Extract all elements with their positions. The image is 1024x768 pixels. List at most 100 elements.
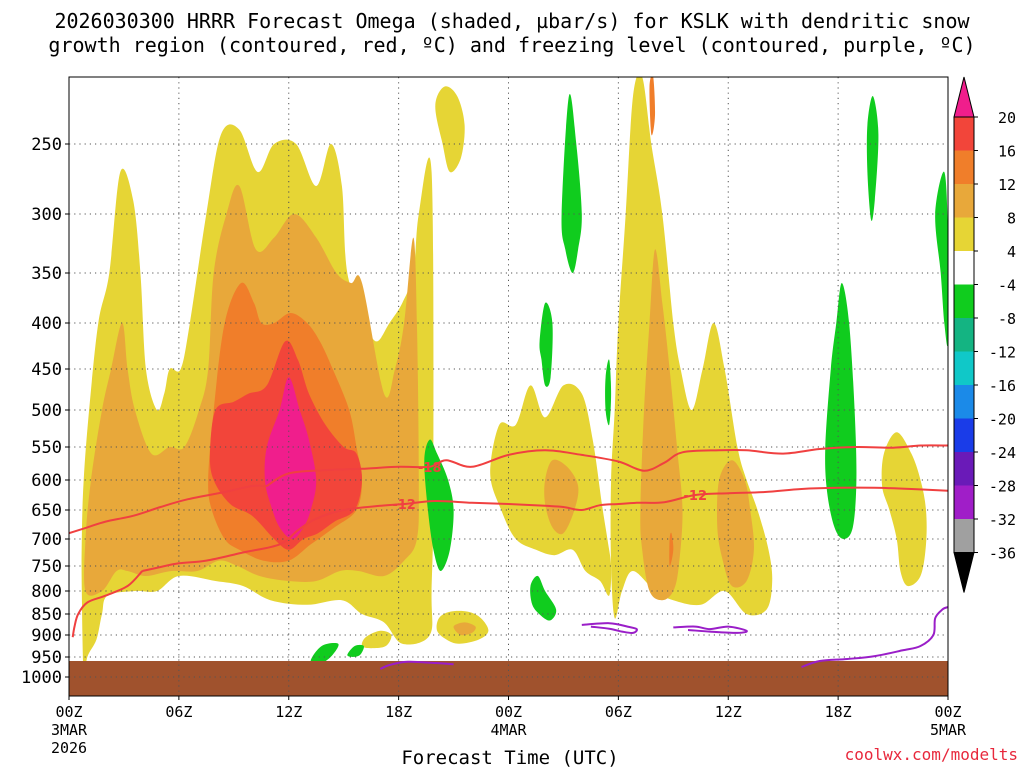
y-tick-label: 450 [31,360,62,380]
colorbar-swatch [954,318,974,352]
dgz-contour-line [69,484,267,535]
omega-region--4 [825,283,857,539]
colorbar-swatch [954,217,974,251]
colorbar-swatch [954,251,974,285]
colorbar-label: 20 [998,109,1016,127]
watermark: coolwx.com/modelts [845,745,1018,764]
colorbar-label: 16 [998,143,1016,161]
freezing-level-line [673,625,748,634]
colorbar-swatch [954,284,974,318]
omega-region--4 [530,575,557,621]
colorbar-label: -16 [989,377,1016,395]
omega-region--4 [424,439,454,571]
omega-region--4 [866,95,879,222]
omega-region-4 [435,86,465,173]
colorbar-swatch [954,485,974,519]
plot-area: -18 -12 -12 [69,77,948,696]
x-tick-date: 3MAR [51,721,88,739]
chart-title-line2: growth region (contoured, red, ºC) and f… [48,33,975,57]
dgz-contour-line [142,486,948,572]
omega-region--4 [539,302,553,387]
x-tick-date: 5MAR [930,721,967,739]
colorbar-swatch [954,117,974,151]
y-tick-label: 250 [31,135,62,155]
x-axis-label: Forecast Time (UTC) [401,747,618,768]
colorbar: 20 16 12 8 4 -4 -8 -12 -16 -20 -24 -28 -32 -36 [953,76,1016,593]
x-tick-date: 4MAR [490,721,527,739]
dgz-contour-line [266,444,948,487]
y-tick-label: 550 [31,438,62,458]
colorbar-swatch [954,385,974,419]
y-tick-label: 650 [31,501,62,521]
x-tick-label: 12Z [275,703,302,721]
y-tick-label: 600 [31,471,62,491]
dgz-contour-label: -12 [392,498,416,513]
omega-region--4 [310,643,339,664]
colorbar-swatch [954,418,974,452]
x-tick-label: 06Z [605,703,632,721]
colorbar-label: -24 [989,444,1016,462]
x-tick-year: 2026 [51,739,87,757]
x-tick-label: 18Z [825,703,852,721]
omega-region-20 [264,377,317,539]
freezing-level-line [379,660,454,670]
colorbar-label: 4 [1007,243,1016,261]
contour-lines: -18 -12 -12 [69,444,948,670]
y-tick-label: 300 [31,205,62,225]
dgz-contour-line [71,570,144,638]
y-tick-label: 850 [31,605,62,625]
omega-shading [81,77,948,680]
y-tick-label: 800 [31,582,62,602]
y-tick-label: 700 [31,530,62,550]
omega-region-12 [649,77,656,136]
dgz-contour-label: -12 [684,489,708,504]
freezing-level-line [801,606,948,668]
colorbar-swatch [954,452,974,486]
y-tick-label: 950 [31,648,62,668]
y-tick-label: 350 [31,264,62,284]
colorbar-arrow-bottom [953,552,975,593]
chart-title-line1: 2026030300 HRRR Forecast Omega (shaded, … [54,9,970,33]
omega-region-8 [544,459,579,535]
colorbar-label: 8 [1007,210,1016,228]
y-tick-label: 500 [31,401,62,421]
x-tick-label: 00Z [55,703,82,721]
y-tick-label: 1000 [21,668,62,688]
freezing-level-line [581,622,638,634]
colorbar-label: -8 [998,310,1016,328]
omega-region--4 [561,94,582,274]
colorbar-label: -36 [989,545,1016,563]
x-tick-label: 18Z [385,703,412,721]
dgz-contour-label: -18 [418,461,442,476]
omega-region-4 [361,630,392,649]
y-tick-label: 400 [31,314,62,334]
omega-region--4 [605,359,612,426]
colorbar-label: -4 [998,277,1016,295]
omega-region-4 [881,432,927,587]
colorbar-swatch [954,519,974,553]
colorbar-swatch [954,351,974,385]
y-tick-label: 750 [31,557,62,577]
colorbar-label: 12 [998,176,1016,194]
colorbar-swatch [954,150,974,184]
omega-region-8 [640,249,683,601]
grid-lines [69,77,948,696]
y-tick-label: 900 [31,626,62,646]
x-tick-label: 00Z [934,703,961,721]
colorbar-swatch [954,184,974,218]
colorbar-label: -12 [989,344,1016,362]
omega-region--4 [935,171,948,347]
colorbar-label: -32 [989,511,1016,529]
omega-region--4 [347,644,364,657]
colorbar-label: -20 [989,411,1016,429]
colorbar-label: -28 [989,478,1016,496]
x-tick-label: 12Z [715,703,742,721]
omega-region-12 [669,532,674,567]
omega-region-8 [453,622,476,636]
colorbar-arrow-top [953,76,975,118]
y-axis: 2503003504004505005506006507007508008509… [21,135,69,688]
x-tick-label: 00Z [495,703,522,721]
x-tick-label: 06Z [165,703,192,721]
